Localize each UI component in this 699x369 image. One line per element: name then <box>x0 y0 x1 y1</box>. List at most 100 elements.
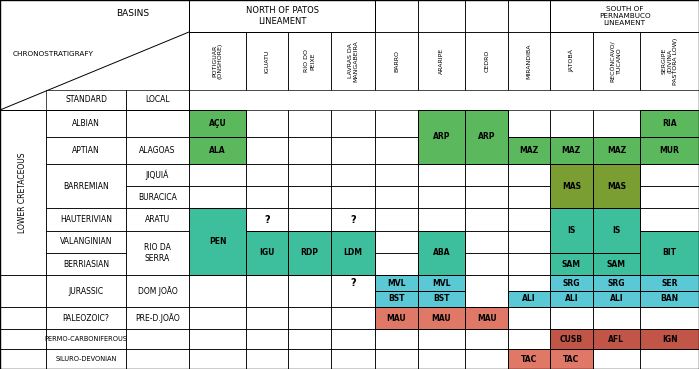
Bar <box>189 137 246 164</box>
Bar <box>507 231 550 253</box>
Text: POTIGUAR
(ONSHORE): POTIGUAR (ONSHORE) <box>212 43 223 79</box>
Bar <box>418 349 466 369</box>
Bar <box>593 329 640 349</box>
Bar <box>331 275 375 307</box>
Text: BIT: BIT <box>663 248 677 258</box>
Bar <box>46 349 126 369</box>
Bar <box>640 291 699 307</box>
Bar <box>418 208 466 231</box>
Text: PEN: PEN <box>209 237 226 246</box>
Bar <box>507 291 550 307</box>
Bar <box>289 110 331 137</box>
Bar <box>189 329 246 349</box>
Bar <box>289 253 331 275</box>
Bar <box>375 307 418 329</box>
Bar <box>246 110 289 137</box>
Bar <box>375 275 418 291</box>
Bar <box>418 231 466 253</box>
Bar <box>189 208 246 275</box>
Bar <box>289 208 331 231</box>
Bar <box>550 275 593 291</box>
Bar <box>507 275 550 307</box>
Bar <box>418 231 466 275</box>
Bar <box>331 307 375 329</box>
Bar <box>466 253 507 275</box>
Text: IGN: IGN <box>662 335 677 344</box>
Bar <box>331 349 375 369</box>
Bar <box>640 307 699 329</box>
Text: APTIAN: APTIAN <box>72 146 100 155</box>
Bar <box>331 137 375 164</box>
Text: SERGIPE
(DIVINA
PASTORA LOW): SERGIPE (DIVINA PASTORA LOW) <box>661 37 678 85</box>
Bar <box>246 32 289 90</box>
Bar <box>375 32 418 90</box>
Text: BARREMIAN: BARREMIAN <box>63 182 109 191</box>
Bar <box>46 253 126 275</box>
Bar <box>593 137 640 164</box>
Text: DOM JOÃO: DOM JOÃO <box>138 286 178 296</box>
Bar <box>640 110 699 137</box>
Bar <box>289 231 331 275</box>
Bar <box>507 110 550 137</box>
Bar <box>640 329 699 349</box>
Text: ALBIAN: ALBIAN <box>72 119 100 128</box>
Bar <box>289 329 331 349</box>
Bar <box>640 231 699 253</box>
Bar <box>189 137 246 164</box>
Text: MAZ: MAZ <box>519 146 539 155</box>
Bar <box>593 231 640 253</box>
Bar <box>507 32 550 90</box>
Bar <box>189 0 375 32</box>
Bar <box>0 0 189 110</box>
Text: RIA: RIA <box>663 119 677 128</box>
Text: VALANGINIAN: VALANGINIAN <box>59 237 113 246</box>
Text: TAC: TAC <box>521 355 537 363</box>
Bar <box>375 275 418 307</box>
Bar <box>507 164 550 186</box>
Bar <box>331 110 375 137</box>
Bar <box>375 349 418 369</box>
Bar <box>550 137 593 164</box>
Text: BST: BST <box>433 294 449 303</box>
Text: SAM: SAM <box>562 260 581 269</box>
Text: SAM: SAM <box>607 260 626 269</box>
Bar <box>466 307 507 329</box>
Text: RIO DA
SERRA: RIO DA SERRA <box>144 243 171 263</box>
Text: MUR: MUR <box>660 146 679 155</box>
Bar <box>550 208 593 253</box>
Text: MIRANDIBA: MIRANDIBA <box>526 43 531 79</box>
Text: CUSB: CUSB <box>560 335 583 344</box>
Bar <box>189 307 246 329</box>
Text: ARATU: ARATU <box>145 215 170 224</box>
Text: IGUATU: IGUATU <box>265 49 270 73</box>
Text: NORTH OF PATOS
LINEAMENT: NORTH OF PATOS LINEAMENT <box>245 6 319 26</box>
Text: RIO DO
PEIXE: RIO DO PEIXE <box>304 49 315 72</box>
Bar <box>418 275 466 291</box>
Text: PALEOZOIC?: PALEOZOIC? <box>63 314 110 323</box>
Bar <box>593 110 640 137</box>
Bar <box>640 253 699 275</box>
Bar <box>550 291 593 307</box>
Bar <box>418 253 466 275</box>
Bar <box>593 275 640 291</box>
Bar <box>593 349 640 369</box>
Text: MAU: MAU <box>477 314 496 323</box>
Bar <box>418 186 466 208</box>
Bar <box>593 208 640 253</box>
Bar <box>246 307 289 329</box>
Bar <box>289 186 331 208</box>
Text: SOUTH OF
PERNAMBUCO
LINEAMENT: SOUTH OF PERNAMBUCO LINEAMENT <box>599 6 650 26</box>
Bar <box>246 208 289 231</box>
Bar <box>126 349 189 369</box>
Text: BAN: BAN <box>661 294 679 303</box>
Bar <box>593 253 640 275</box>
Bar <box>189 208 246 231</box>
Bar <box>126 275 189 307</box>
Bar <box>466 307 507 329</box>
Bar <box>640 231 699 275</box>
Bar <box>126 137 189 164</box>
Bar <box>550 253 593 275</box>
Bar <box>289 307 331 329</box>
Text: STANDARD: STANDARD <box>65 96 107 104</box>
Bar <box>640 32 699 90</box>
